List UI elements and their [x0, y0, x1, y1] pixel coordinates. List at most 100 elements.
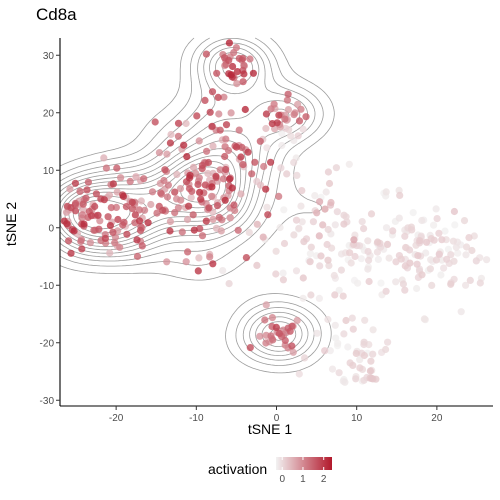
scatter-point — [435, 250, 443, 258]
scatter-point — [476, 279, 484, 287]
scatter-point — [202, 50, 210, 58]
scatter-point — [79, 200, 87, 208]
scatter-point — [126, 177, 134, 185]
scatter-point — [268, 314, 276, 322]
scatter-point — [82, 194, 90, 202]
scatter-point — [116, 243, 124, 251]
scatter-point — [100, 154, 108, 162]
scatter-point — [71, 179, 79, 187]
scatter-point — [163, 150, 171, 158]
scatter-point — [399, 280, 407, 288]
scatter-point — [402, 243, 410, 252]
scatter-point — [437, 271, 445, 279]
scatter-point — [133, 252, 142, 260]
scatter-point — [418, 271, 426, 279]
scatter-point — [246, 55, 254, 63]
scatter-point — [382, 224, 391, 232]
legend-colorbar — [276, 457, 332, 470]
scatter-point — [435, 229, 443, 237]
scatter-point — [275, 111, 283, 119]
scatter-point — [272, 270, 280, 278]
scatter-point — [361, 316, 369, 324]
scatter-point — [232, 143, 241, 151]
scatter-point — [327, 198, 335, 207]
y-tick-label: 0 — [48, 223, 54, 234]
scatter-point — [214, 93, 222, 101]
scatter-point — [293, 171, 301, 179]
scatter-point — [389, 227, 397, 235]
scatter-point — [413, 284, 421, 293]
scatter-point — [275, 192, 283, 200]
scatter-point — [229, 62, 237, 71]
scatter-point — [354, 279, 362, 287]
scatter-point — [450, 257, 458, 265]
scatter-point — [472, 257, 480, 265]
scatter-point — [226, 175, 234, 183]
scatter-point — [205, 204, 213, 212]
scatter-point — [339, 292, 347, 300]
scatter-point — [382, 345, 390, 354]
scatter-point — [131, 211, 139, 219]
scatter-point — [315, 294, 323, 302]
scatter-point — [244, 148, 252, 156]
scatter-point — [197, 195, 205, 203]
scatter-point — [433, 215, 441, 223]
scatter-point — [281, 336, 289, 345]
contour-line — [59, 37, 324, 366]
scatter-point — [216, 126, 224, 134]
scatter-point — [227, 109, 235, 117]
scatter-point — [283, 96, 291, 104]
scatter-point — [313, 329, 321, 337]
scatter-point — [102, 164, 110, 172]
scatter-point — [262, 301, 270, 309]
scatter-point — [345, 160, 353, 168]
scatter-point — [340, 220, 348, 228]
scatter-point — [300, 238, 308, 246]
scatter-point — [335, 369, 343, 377]
scatter-point — [167, 130, 175, 139]
scatter-point — [206, 253, 214, 261]
scatter-point — [159, 206, 167, 214]
scatter-point — [246, 344, 254, 352]
scatter-point — [351, 252, 359, 261]
scatter-point — [321, 347, 329, 355]
scatter-point — [347, 259, 355, 267]
scatter-point — [366, 367, 374, 375]
scatter-point — [330, 271, 338, 280]
scatter-point — [432, 205, 440, 213]
scatter-point — [290, 231, 298, 239]
scatter-point — [113, 164, 121, 172]
scatter-point — [203, 147, 211, 155]
y-tick-label: -10 — [40, 281, 55, 292]
scatter-point — [432, 256, 440, 264]
scatter-point — [401, 232, 409, 240]
scatter-point — [225, 280, 233, 288]
scatter-point — [225, 56, 233, 64]
scatter-point — [237, 153, 245, 161]
scatter-point — [418, 216, 426, 225]
scatter-point — [275, 329, 283, 338]
scatter-point — [160, 176, 168, 185]
scatter-point — [163, 193, 172, 201]
scatter-point — [292, 216, 301, 224]
scatter-point — [335, 286, 343, 294]
scatter-point — [278, 129, 286, 138]
scatter-point — [153, 209, 161, 217]
scatter-point — [364, 247, 372, 256]
x-tick-label: 10 — [351, 413, 363, 424]
scatter-point — [216, 166, 224, 174]
scatter-point — [225, 39, 233, 47]
scatter-point — [297, 202, 305, 210]
scatter-point — [332, 164, 340, 172]
y-axis-title: tSNE 2 — [3, 202, 19, 247]
scatter-point — [182, 119, 190, 128]
scatter-point — [182, 258, 190, 266]
scatter-point — [240, 70, 248, 78]
scatter-point — [67, 249, 75, 257]
scatter-point — [262, 185, 270, 193]
scatter-point — [137, 197, 145, 205]
scatter-point — [78, 211, 86, 219]
scatter-point — [420, 315, 428, 323]
scatter-point — [233, 80, 241, 88]
